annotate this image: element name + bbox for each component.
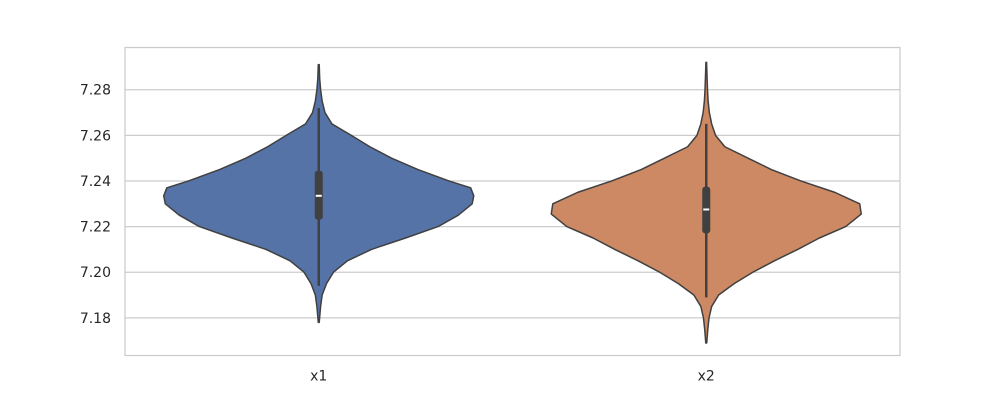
- violin-x2: [550, 61, 862, 344]
- x-axis: x1 x2: [310, 369, 715, 385]
- y-tick-label: 7.22: [80, 220, 111, 236]
- x-tick-label: x2: [698, 369, 715, 385]
- y-axis: 7.18 7.20 7.22 7.24 7.26 7.28: [80, 83, 111, 327]
- y-tick-label: 7.20: [80, 265, 111, 281]
- y-tick-label: 7.18: [80, 311, 111, 327]
- y-tick-label: 7.28: [80, 83, 111, 99]
- plot-frame: [124, 46, 901, 357]
- y-tick-label: 7.24: [80, 174, 111, 190]
- violin-x1: [163, 63, 475, 324]
- x-tick-label: x1: [310, 369, 327, 385]
- y-tick-label: 7.26: [80, 128, 111, 144]
- violins: [163, 61, 862, 344]
